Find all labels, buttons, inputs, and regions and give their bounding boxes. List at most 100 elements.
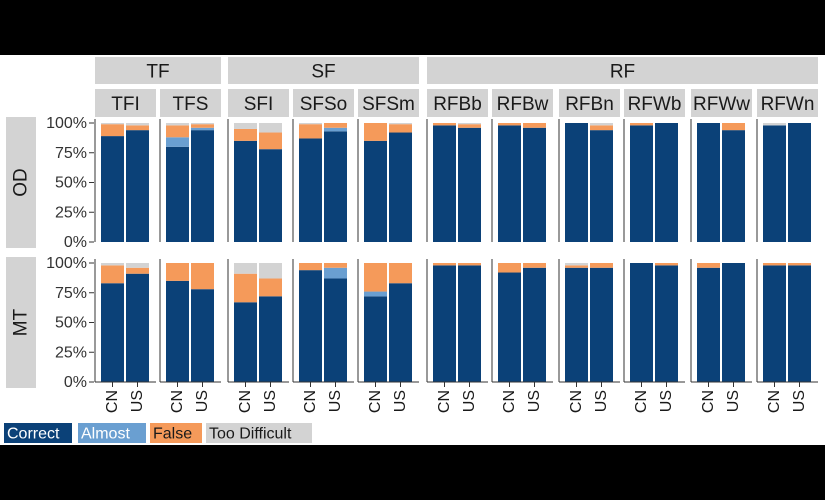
- bar-segment-too-difficult: [101, 123, 124, 125]
- bar-segment-correct: [590, 130, 613, 242]
- bar-segment-false: [364, 263, 387, 292]
- facet-strip-label: TFI: [111, 94, 140, 115]
- group-strip-tf: [95, 57, 221, 84]
- bar-segment-correct: [433, 265, 456, 382]
- bar-segment-too-difficult: [234, 263, 257, 274]
- x-tick-label: CN: [501, 390, 518, 413]
- facet-strip-label: SFI: [244, 94, 274, 115]
- x-tick-label: US: [658, 390, 675, 412]
- facet-strip-sfi: [228, 89, 289, 117]
- bar-segment-false: [565, 265, 588, 268]
- bar-segment-false: [523, 263, 546, 268]
- y-tick-label: 25%: [55, 344, 87, 361]
- bar-segment-correct: [166, 146, 189, 242]
- bar-segment-correct: [126, 130, 149, 242]
- bar-segment-too-difficult: [126, 263, 149, 268]
- bar-segment-too-difficult: [458, 123, 481, 125]
- bar-segment-false: [498, 263, 521, 273]
- bar-segment-correct: [498, 272, 521, 382]
- facet-strip-rfbw: [492, 89, 553, 117]
- bar-segment-correct: [101, 283, 124, 382]
- y-tick-label: 75%: [55, 285, 87, 302]
- bar-segment-too-difficult: [234, 123, 257, 129]
- facet-strip-label: RFWb: [628, 94, 682, 115]
- x-tick-label: CN: [766, 390, 783, 413]
- y-tick-label: 50%: [55, 175, 87, 192]
- bar-segment-correct: [788, 123, 811, 242]
- bar-segment-false: [191, 124, 214, 128]
- bar-segment-almost: [324, 267, 347, 279]
- bar-segment-false: [166, 263, 189, 281]
- facet-strip-label: RFWw: [693, 94, 750, 115]
- x-tick-label: US: [262, 390, 279, 412]
- bar-segment-too-difficult: [259, 123, 282, 133]
- bar-segment-correct: [722, 263, 745, 382]
- bar-segment-correct: [259, 296, 282, 382]
- y-tick-label: 50%: [55, 315, 87, 332]
- bar-segment-correct: [523, 127, 546, 242]
- x-tick-label: CN: [237, 390, 254, 413]
- bar-segment-correct: [234, 302, 257, 382]
- bar-segment-correct: [458, 265, 481, 382]
- x-tick-label: CN: [633, 390, 650, 413]
- bar-segment-correct: [126, 273, 149, 382]
- bar-segment-correct: [101, 136, 124, 242]
- bar-segment-false: [722, 123, 745, 131]
- legend-swatch-correct: [4, 423, 72, 443]
- bar-segment-correct: [590, 267, 613, 382]
- legend-swatch-too-difficult: [206, 423, 312, 443]
- bar-segment-too-difficult: [299, 123, 322, 125]
- y-tick-label: 0%: [64, 374, 87, 391]
- x-tick-label: US: [791, 390, 808, 412]
- bar-segment-false: [191, 263, 214, 290]
- bar-segment-correct: [458, 127, 481, 242]
- group-strip-sf: [228, 57, 419, 84]
- x-tick-label: US: [129, 390, 146, 412]
- x-tick-label: CN: [302, 390, 319, 413]
- legend-label: Too Difficult: [209, 426, 292, 443]
- bar-segment-false: [458, 124, 481, 128]
- y-tick-label: 75%: [55, 145, 87, 162]
- bar-segment-correct: [433, 125, 456, 242]
- bar-segment-correct: [364, 140, 387, 242]
- bar-segment-too-difficult: [389, 123, 412, 125]
- x-tick-label: US: [526, 390, 543, 412]
- bar-segment-correct: [630, 263, 653, 382]
- bar-segment-too-difficult: [763, 123, 786, 126]
- legend-label: Correct: [7, 426, 60, 443]
- bar-segment-correct: [234, 140, 257, 242]
- bar-segment-false: [324, 263, 347, 268]
- bar-segment-false: [697, 263, 720, 268]
- bar-segment-false: [498, 123, 521, 126]
- y-tick-label: 100%: [46, 115, 87, 132]
- bar-segment-correct: [259, 149, 282, 242]
- facet-strip-rfww: [691, 89, 752, 117]
- bar-segment-almost: [191, 127, 214, 131]
- bar-segment-false: [324, 123, 347, 128]
- bar-segment-false: [166, 125, 189, 138]
- bar-segment-correct: [788, 265, 811, 382]
- bar-segment-false: [590, 125, 613, 131]
- bar-segment-correct: [523, 267, 546, 382]
- bar-segment-almost: [364, 291, 387, 297]
- x-tick-label: CN: [436, 390, 453, 413]
- row-strip-od: [6, 117, 36, 248]
- chart-canvas: TF SF RF TFI TFS SFI SFSo SFSm RFBb RFBw RFBn RFWb R…: [0, 55, 825, 445]
- x-tick-label: US: [725, 390, 742, 412]
- bar-segment-false: [126, 125, 149, 131]
- row-strip-mt: [6, 257, 36, 388]
- bar-segment-correct: [697, 123, 720, 242]
- bar-segment-false: [259, 132, 282, 150]
- bar-segment-false: [299, 263, 322, 271]
- bar-segment-almost: [166, 137, 189, 147]
- bar-segment-false: [389, 263, 412, 284]
- facet-strip-tfi: [95, 89, 156, 117]
- facet-strip-sfsm: [358, 89, 419, 117]
- y-tick-label: 100%: [46, 255, 87, 272]
- legend-label: False: [153, 426, 192, 443]
- bar-segment-false: [234, 128, 257, 141]
- facet-strip-label: RFBw: [497, 94, 549, 115]
- y-tick-label: 25%: [55, 204, 87, 221]
- bar-segment-correct: [763, 265, 786, 382]
- bar-segment-false: [364, 123, 387, 141]
